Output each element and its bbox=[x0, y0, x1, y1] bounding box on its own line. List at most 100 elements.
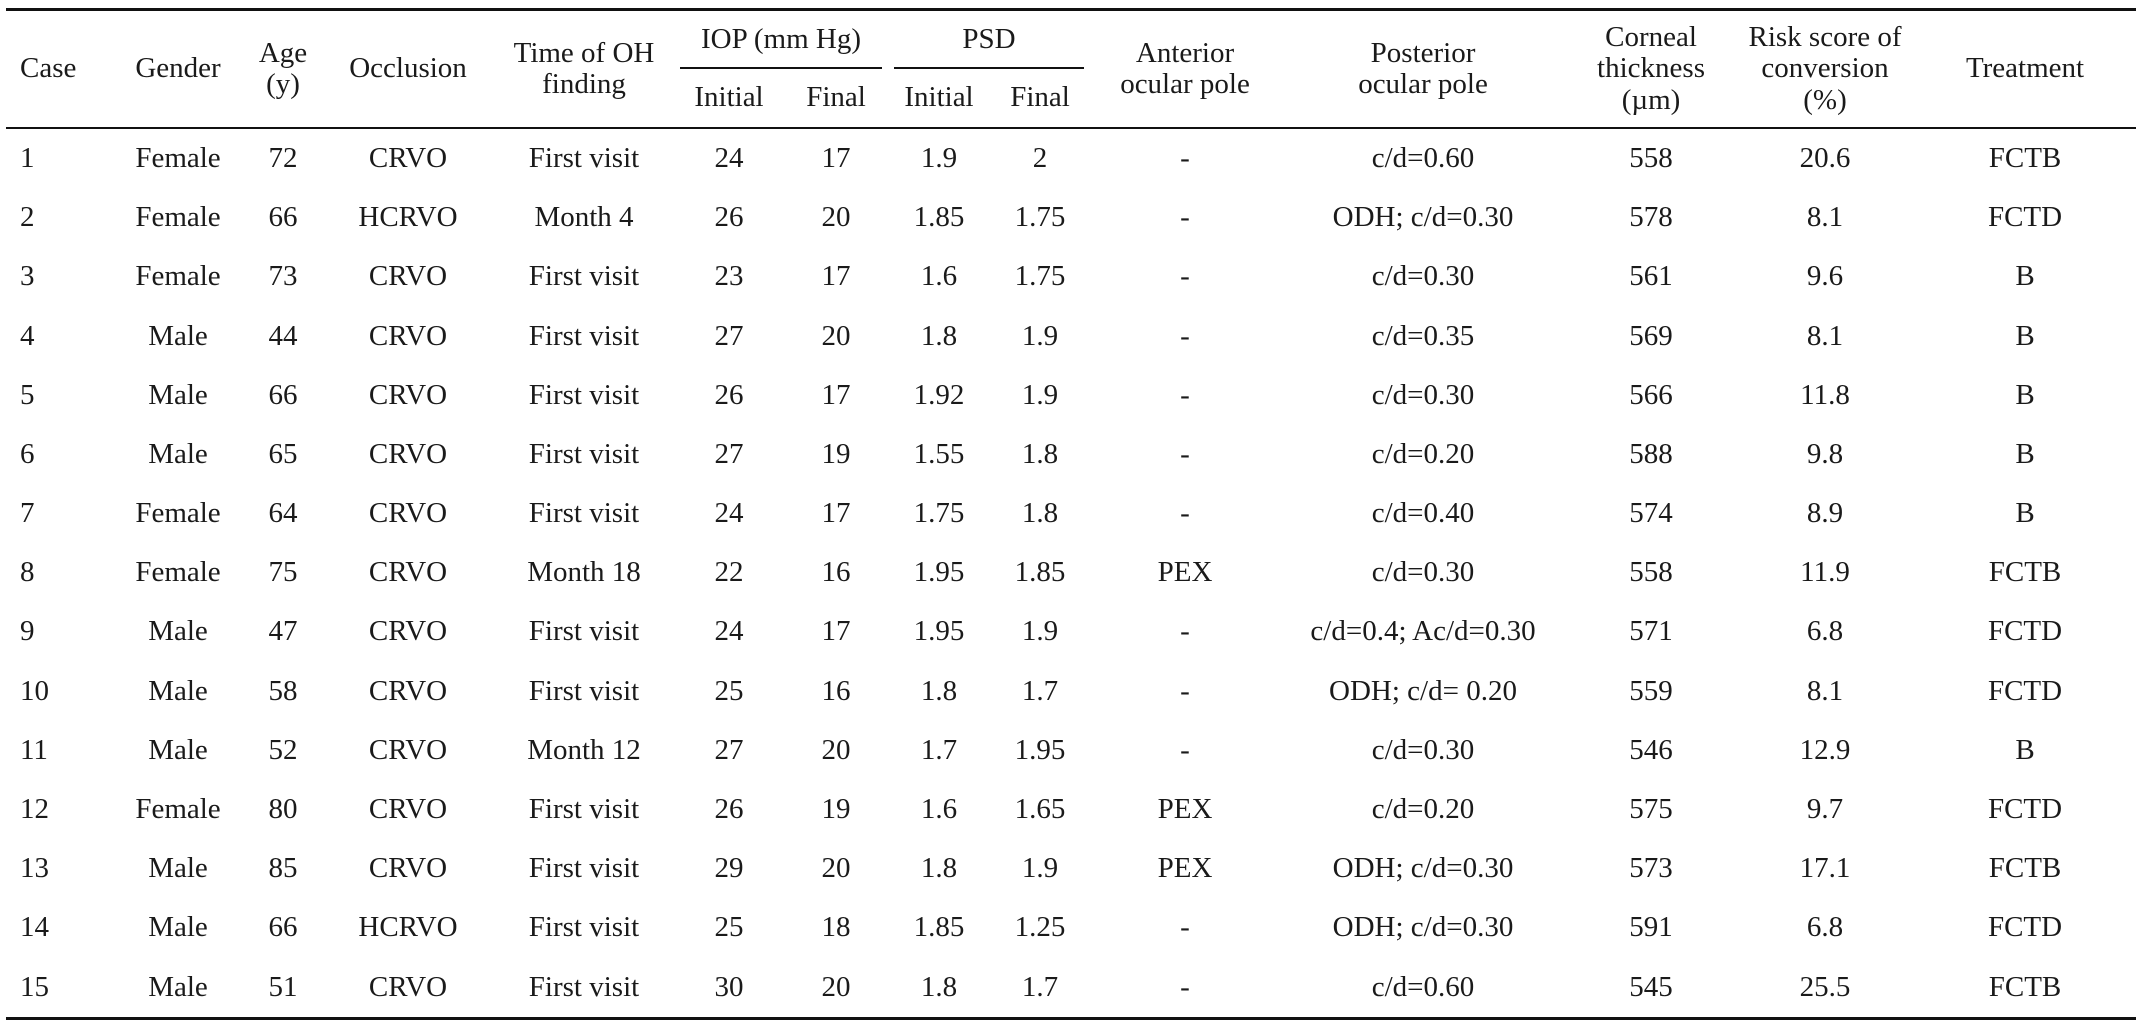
cell-treatment: FCTD bbox=[1987, 674, 2063, 707]
cell-time-of-oh-finding: First visit bbox=[494, 957, 674, 1020]
header-psd-initial: Initial bbox=[888, 69, 990, 129]
cell-treatment: FCTB bbox=[1988, 852, 2062, 885]
cell-treatment: FCTD bbox=[1987, 201, 2063, 234]
cell-psd-initial: 1.92 bbox=[913, 378, 965, 411]
cell-age: 44 bbox=[268, 319, 298, 352]
cell-occlusion: CRVO bbox=[368, 141, 448, 174]
cell-anterior-ocular-pole: - bbox=[1180, 733, 1190, 766]
table-row: 4 Male 44 CRVO First visit 27 20 1.8 1.9 - c/d=0.3… bbox=[6, 307, 2136, 366]
cell-posterior-ocular-pole: ODH; c/d= 0.20 bbox=[1329, 674, 1517, 707]
header-treatment: Treatment bbox=[1914, 8, 2137, 129]
cell-corneal-thickness: 588 bbox=[1629, 437, 1673, 470]
cell-iop-initial: 30 bbox=[674, 957, 784, 1020]
cell-risk-score: 11.9 bbox=[1800, 556, 1850, 589]
cell-posterior-ocular-pole: c/d=0.40 bbox=[1371, 497, 1475, 530]
table-row: 2 Female 66 HCRVO Month 4 26 20 1.85 1.75 - ODH; c… bbox=[6, 188, 2136, 247]
cell-iop-final: 17 bbox=[821, 141, 851, 174]
cell-age: 66 bbox=[268, 378, 298, 411]
cell-risk-score: 25.5 bbox=[1736, 957, 1915, 1020]
cell-treatment: FCTD bbox=[1987, 911, 2063, 944]
cell-psd-initial: 1.75 bbox=[913, 497, 965, 530]
cell-psd-final: 1.7 bbox=[1021, 674, 1059, 707]
header-anterior-ocular-pole: Anterior ocular pole bbox=[1090, 8, 1281, 129]
cell-case: 4 bbox=[20, 319, 35, 352]
cell-anterior-ocular-pole: - bbox=[1090, 957, 1281, 1020]
cell-time-of-oh-finding: First visit bbox=[528, 615, 640, 648]
cell-risk-score: 9.7 bbox=[1806, 793, 1844, 825]
cell-iop-final: 18 bbox=[821, 911, 851, 944]
cell-gender: Female bbox=[135, 141, 221, 174]
cell-posterior-ocular-pole: ODH; c/d=0.30 bbox=[1332, 852, 1514, 885]
table-row: 6 Male 65 CRVO First visit 27 19 1.55 1.8 - c/d=0.… bbox=[6, 425, 2136, 484]
cell-psd-initial: 1.95 bbox=[913, 615, 965, 648]
cell-gender: Female bbox=[135, 556, 221, 589]
cell-occlusion: CRVO bbox=[368, 556, 448, 589]
cell-risk-score: 20.6 bbox=[1799, 141, 1851, 174]
cell-psd-initial: 1.95 bbox=[913, 556, 965, 589]
cell-treatment: FCTD bbox=[1987, 615, 2063, 648]
cell-case: 7 bbox=[20, 497, 35, 530]
cell-corneal-thickness: 569 bbox=[1629, 319, 1673, 352]
cell-psd-final: 1.75 bbox=[1014, 201, 1066, 234]
header-iop-initial: Initial bbox=[674, 69, 784, 129]
cell-psd-final: 1.8 bbox=[1021, 437, 1059, 470]
cell-corneal-thickness: 591 bbox=[1629, 911, 1673, 944]
cell-anterior-ocular-pole: - bbox=[1180, 615, 1190, 648]
cell-psd-final: 1.95 bbox=[1014, 733, 1066, 766]
cell-corneal-thickness: 566 bbox=[1629, 378, 1673, 411]
cell-psd-final: 1.85 bbox=[1014, 556, 1066, 589]
table-row: 14 Male 66 HCRVO First visit 25 18 1.85 1.25 - ODH… bbox=[6, 898, 2136, 957]
cell-iop-initial: 27 bbox=[714, 733, 744, 766]
table-row: 11 Male 52 CRVO Month 12 27 20 1.7 1.95 - c/d=0.30… bbox=[6, 721, 2136, 780]
cell-time-of-oh-finding: First visit bbox=[528, 911, 640, 944]
cell-anterior-ocular-pole: - bbox=[1180, 911, 1190, 944]
header-corneal-thickness: Corneal thickness (µm) bbox=[1566, 8, 1737, 129]
cell-time-of-oh-finding: First visit bbox=[528, 852, 640, 885]
table-row: 1 Female 72 CRVO First visit 24 17 1.9 2 - c/d=0.6… bbox=[6, 128, 2136, 188]
cell-psd-initial: 1.8 bbox=[920, 674, 958, 707]
cell-iop-final: 16 bbox=[821, 556, 851, 589]
cell-occlusion: CRVO bbox=[368, 260, 448, 293]
cell-time-of-oh-finding: First visit bbox=[528, 319, 640, 352]
cell-corneal-thickness: 546 bbox=[1629, 733, 1673, 766]
cell-time-of-oh-finding: First visit bbox=[528, 674, 640, 707]
header-iop-final: Final bbox=[784, 69, 888, 129]
cell-treatment: B bbox=[2015, 733, 2035, 766]
cell-psd-final: 1.7 bbox=[990, 957, 1091, 1020]
cell-treatment: FCTB bbox=[1988, 141, 2062, 174]
cell-posterior-ocular-pole: c/d=0.4; Ac/d=0.30 bbox=[1310, 615, 1536, 648]
cell-anterior-ocular-pole: PEX bbox=[1157, 852, 1213, 885]
cell-iop-final: 16 bbox=[821, 674, 851, 707]
cell-gender: Male bbox=[148, 615, 208, 648]
cell-psd-final: 1.9 bbox=[1021, 319, 1059, 352]
patient-table: Case Gender Age (y) Occlusion Time of OH f… bbox=[6, 8, 2137, 1020]
table-row: 8 Female 75 CRVO Month 18 22 16 1.95 1.85 PEX c/d=… bbox=[6, 543, 2136, 602]
cell-risk-score: 8.1 bbox=[1806, 674, 1844, 707]
cell-anterior-ocular-pole: - bbox=[1180, 319, 1190, 352]
table-row: 5 Male 66 CRVO First visit 26 17 1.92 1.9 - c/d=0.… bbox=[6, 366, 2136, 425]
cell-age: 47 bbox=[268, 615, 298, 648]
cell-posterior-ocular-pole: c/d=0.30 bbox=[1371, 556, 1475, 589]
header-risk-score: Risk score of conversion (%) bbox=[1736, 8, 1915, 129]
cell-iop-initial: 24 bbox=[714, 141, 744, 174]
cell-gender: Male bbox=[148, 911, 208, 944]
cell-case: 5 bbox=[20, 378, 35, 411]
cell-psd-final: 2 bbox=[1032, 141, 1048, 174]
header-case: Case bbox=[6, 8, 112, 129]
cell-iop-final: 20 bbox=[821, 733, 851, 766]
cell-iop-initial: 27 bbox=[714, 437, 744, 470]
cell-time-of-oh-finding: First visit bbox=[528, 497, 640, 530]
cell-psd-initial: 1.8 bbox=[920, 852, 958, 885]
cell-case: 9 bbox=[20, 615, 35, 648]
cell-time-of-oh-finding: Month 4 bbox=[534, 201, 634, 234]
cell-age: 58 bbox=[268, 674, 298, 707]
table-header: Case Gender Age (y) Occlusion Time of OH f… bbox=[6, 8, 2137, 129]
cell-iop-initial: 24 bbox=[714, 615, 744, 648]
cell-risk-score: 8.9 bbox=[1806, 497, 1844, 530]
cell-occlusion: CRVO bbox=[368, 615, 448, 648]
cell-psd-initial: 1.85 bbox=[913, 911, 965, 944]
cell-iop-initial: 29 bbox=[714, 852, 744, 885]
cell-risk-score: 8.1 bbox=[1806, 319, 1844, 352]
cell-treatment: B bbox=[2015, 319, 2035, 352]
cell-occlusion: CRVO bbox=[368, 319, 448, 352]
